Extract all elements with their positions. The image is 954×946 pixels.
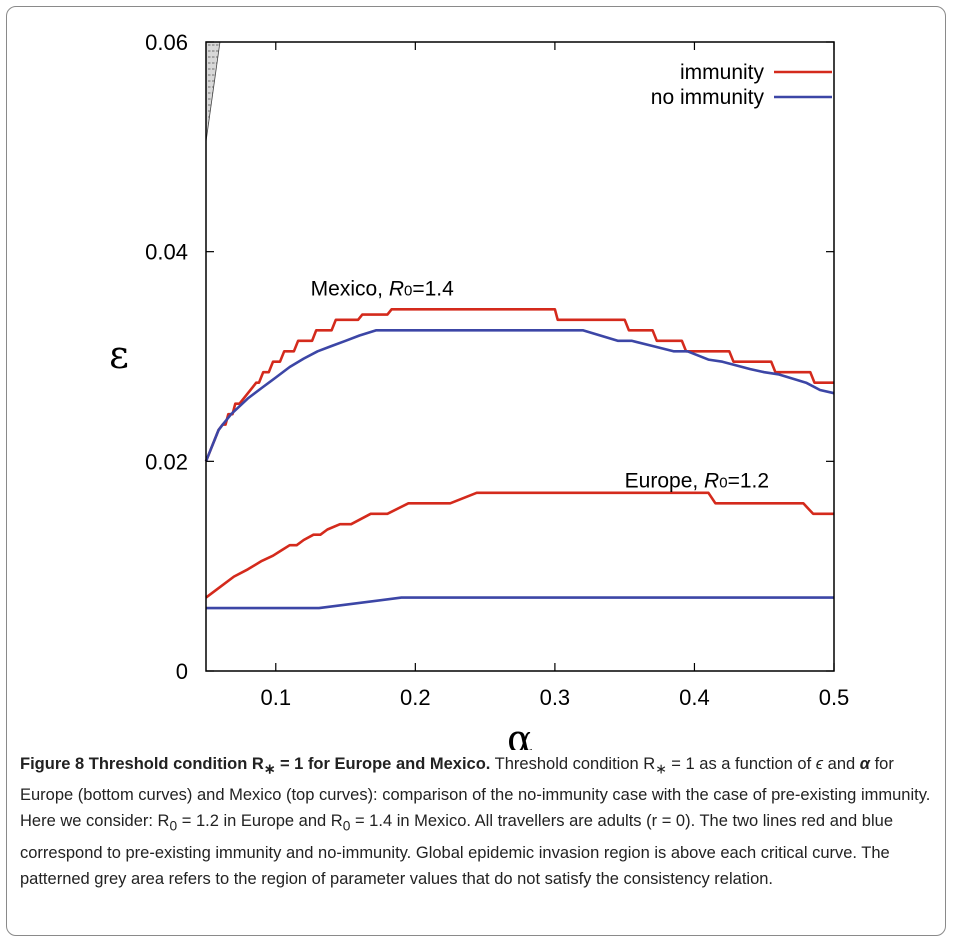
caption-alpha: α <box>859 755 870 773</box>
x-tick-label: 0.3 <box>540 685 571 710</box>
series-layer <box>204 307 835 610</box>
caption-title-rest: = 1 for Europe and Mexico. <box>275 755 491 773</box>
caption-text-4: for Europe (bottom curves) and Mexico (t… <box>20 755 931 831</box>
figure-frame <box>6 6 946 936</box>
x-axis-label: α <box>507 717 533 750</box>
caption-title-text: Figure 8 Threshold condition R <box>20 755 264 773</box>
x-tick-label: 0.4 <box>679 685 710 710</box>
x-tick-label: 0.1 <box>260 685 291 710</box>
caption-text-2: = 1 as a function of <box>666 755 816 773</box>
caption-title: Figure 8 Threshold condition R∗ = 1 for … <box>20 755 491 777</box>
y-axis-label: ε <box>109 333 129 377</box>
series-annotation: Europe, R0=1.2 <box>625 470 769 493</box>
x-tick-label: 0.5 <box>819 685 850 710</box>
caption-text-3: and <box>823 755 860 773</box>
inconsistent-region <box>205 41 221 142</box>
tick-layer: 0.1 0.2 0.3 0.4 0.5 0 0.02 0.04 0.06 <box>145 30 849 710</box>
caption-title-sub: ∗ <box>263 761 276 777</box>
series-annotation: Mexico, R0=1.4 <box>311 278 454 301</box>
legend-label: immunity <box>680 61 765 84</box>
caption-text-1: Threshold condition R <box>490 755 656 773</box>
series-line-europe-no-immunity <box>206 596 834 610</box>
series-line-mexico-no-immunity <box>204 328 835 462</box>
y-tick-label: 0.02 <box>145 449 188 474</box>
inconsistent-region-layer <box>205 41 221 142</box>
x-tick-label: 0.2 <box>400 685 431 710</box>
y-tick-label: 0.06 <box>145 30 188 55</box>
threshold-chart: 0.1 0.2 0.3 0.4 0.5 0 0.02 0.04 0.06 α ε immunit… <box>109 30 849 750</box>
caption-sub-4: 0 <box>169 818 178 834</box>
caption-text-5: = 1.2 in Europe and R <box>177 812 343 831</box>
y-tick-label: 0.04 <box>145 240 188 265</box>
series-line-europe-immunity <box>205 491 834 599</box>
series-line-mexico-immunity <box>204 307 834 462</box>
figure-caption: Figure 8 Threshold condition R∗ = 1 for … <box>20 751 940 892</box>
annotation-layer: Mexico, R0=1.4 Europe, R0=1.2 <box>311 278 769 493</box>
legend-label: no immunity <box>651 86 765 109</box>
plot-area-border <box>205 41 835 672</box>
caption-text-6: = 1.4 in Mexico. All travellers are adul… <box>20 812 894 888</box>
caption-epsilon: ϵ <box>815 755 824 773</box>
caption-sub-5: 0 <box>342 818 351 834</box>
y-tick-label: 0 <box>176 659 188 684</box>
caption-sub-1: ∗ <box>655 761 667 777</box>
